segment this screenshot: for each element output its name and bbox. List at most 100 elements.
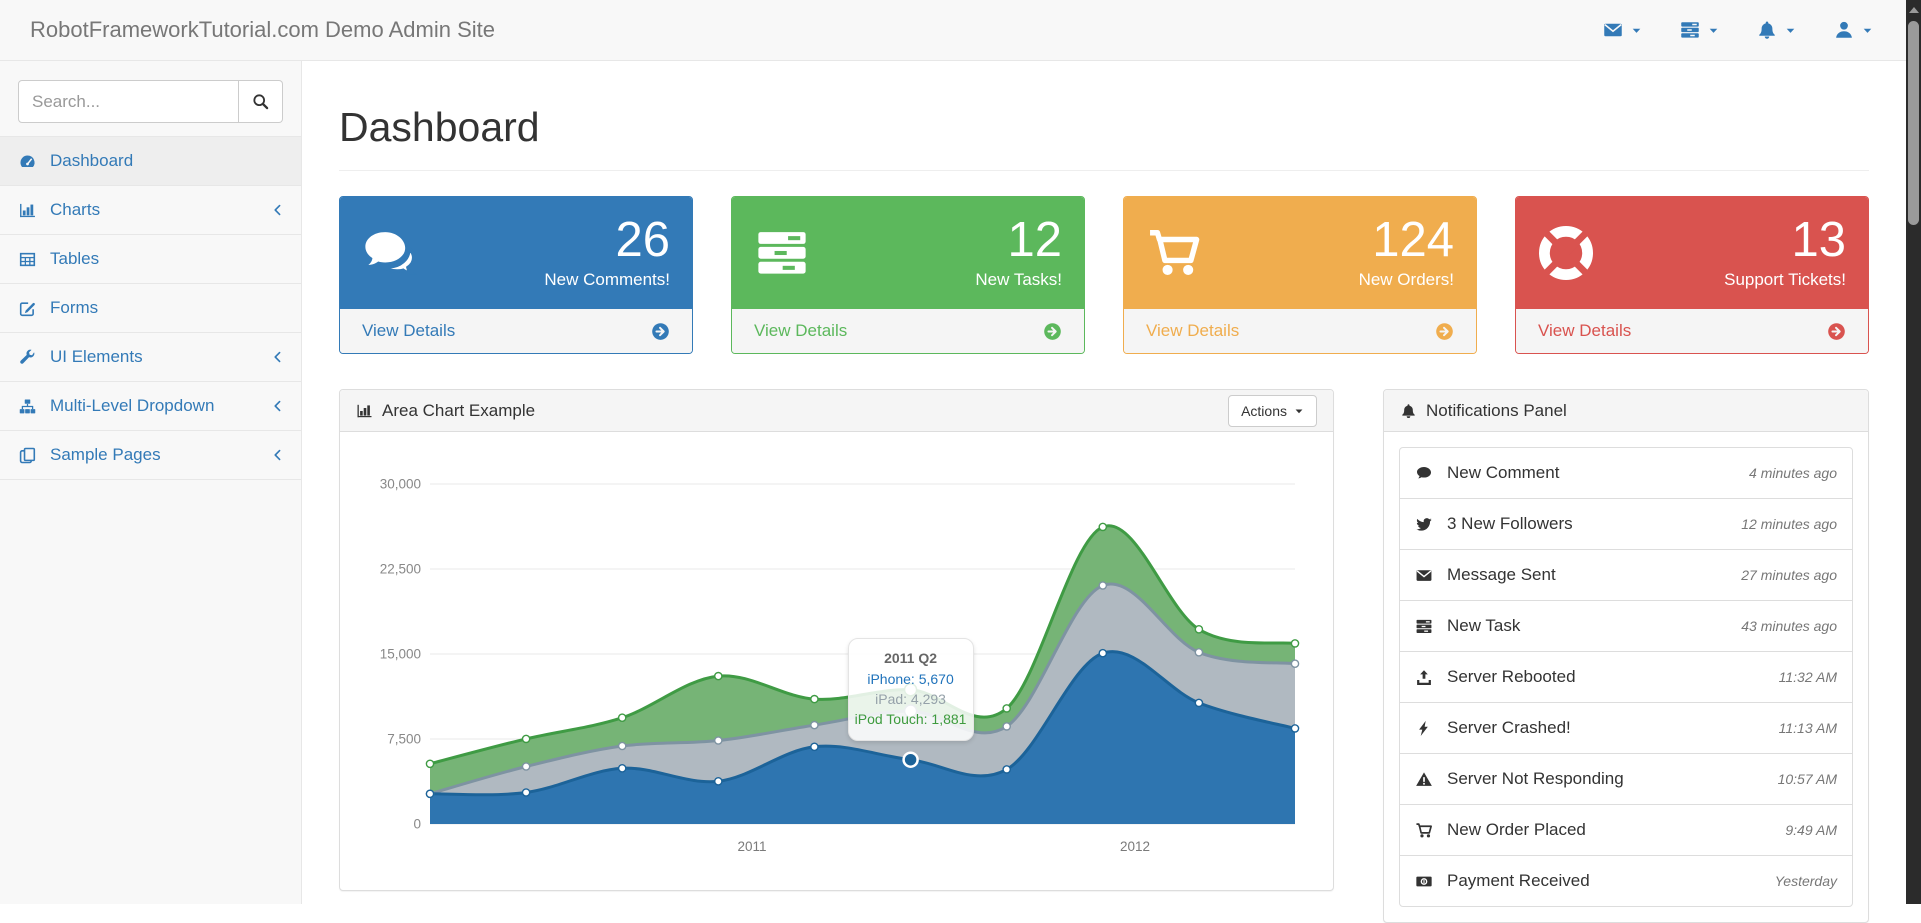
svg-text:2011: 2011	[737, 839, 766, 854]
search-button[interactable]	[239, 80, 283, 123]
notification-label: Payment Received	[1447, 871, 1590, 891]
cart-icon	[1146, 226, 1202, 280]
notification-time: 9:49 AM	[1785, 822, 1837, 838]
search-icon	[252, 93, 269, 110]
tasks-icon	[754, 226, 810, 280]
tachometer-icon	[18, 153, 37, 170]
arrow-circle-right-icon	[651, 322, 670, 341]
sidebar-link[interactable]: UI Elements	[0, 333, 301, 381]
page-title: Dashboard	[339, 104, 1869, 171]
sidebar-link[interactable]: Sample Pages	[0, 431, 301, 479]
sidebar-link[interactable]: Charts	[0, 186, 301, 234]
view-details-link[interactable]: View Details	[340, 309, 692, 353]
browser-scrollbar[interactable]	[1906, 0, 1921, 904]
caret-down-icon	[1862, 25, 1873, 36]
chevron-left-icon	[271, 203, 284, 217]
arrow-circle-right-icon	[1827, 322, 1846, 341]
view-details-link[interactable]: View Details	[1516, 309, 1868, 353]
notification-label: Server Not Responding	[1447, 769, 1624, 789]
stat-label: New Comments!	[544, 270, 670, 290]
brand-title: RobotFrameworkTutorial.com Demo Admin Si…	[30, 17, 495, 43]
envelope-icon	[1603, 20, 1623, 40]
sidebar-item-tables: Tables	[0, 234, 301, 283]
stat-panel-heading: 26 New Comments!	[340, 197, 692, 309]
twitter-icon	[1415, 516, 1438, 533]
notification-server-crashed[interactable]: Server Crashed!11:13 AM	[1399, 702, 1853, 754]
sidebar-item-sample-pages: Sample Pages	[0, 430, 301, 480]
stat-panel-new-comments: 26 New Comments! View Details	[339, 196, 693, 354]
chart-panel-header: Area Chart Example Actions	[340, 390, 1333, 432]
sidebar-item-label: Multi-Level Dropdown	[50, 396, 214, 416]
user-dropdown[interactable]	[1815, 0, 1892, 61]
notifications-panel-header: Notifications Panel	[1384, 390, 1868, 432]
svg-text:15,000: 15,000	[380, 647, 421, 662]
bar-chart-icon	[18, 202, 37, 219]
tasks-icon	[1415, 618, 1438, 635]
caret-down-icon	[1785, 25, 1796, 36]
notification-time: 4 minutes ago	[1749, 465, 1837, 481]
stat-value: 124	[1359, 216, 1454, 266]
wrench-icon	[18, 349, 37, 366]
sidebar-link[interactable]: Tables	[0, 235, 301, 283]
stat-value: 26	[544, 216, 670, 266]
bolt-icon	[1415, 720, 1438, 737]
warning-icon	[1415, 771, 1438, 788]
second-row: Area Chart Example Actions 0 7,500 15,000 2…	[339, 389, 1869, 923]
chevron-left-icon	[271, 350, 284, 364]
navbar-dropdowns	[1584, 0, 1892, 61]
sitemap-icon	[18, 398, 37, 415]
stat-label: New Orders!	[1359, 270, 1454, 290]
chevron-left-icon	[271, 448, 284, 462]
sidebar-link[interactable]: Forms	[0, 284, 301, 332]
view-details-label: View Details	[362, 321, 455, 341]
arrow-circle-right-icon	[1435, 322, 1454, 341]
caret-down-icon	[1631, 25, 1642, 36]
chart-panel-title: Area Chart Example	[382, 401, 535, 421]
envelope-dropdown[interactable]	[1584, 0, 1661, 61]
stat-label: Support Tickets!	[1724, 270, 1846, 290]
money-icon	[1415, 873, 1438, 890]
view-details-link[interactable]: View Details	[1124, 309, 1476, 353]
scrollbar-thumb[interactable]	[1908, 21, 1919, 225]
scrollbar-up-arrow[interactable]	[1909, 7, 1919, 13]
svg-text:0: 0	[413, 817, 421, 832]
bell-dropdown[interactable]	[1738, 0, 1815, 61]
stat-panel-new-orders: 124 New Orders! View Details	[1123, 196, 1477, 354]
notification-time: 11:13 AM	[1779, 720, 1837, 736]
notification-time: 12 minutes ago	[1741, 516, 1837, 532]
files-icon	[18, 447, 37, 464]
notifications-panel-title: Notifications Panel	[1426, 401, 1567, 421]
tasks-icon	[1680, 20, 1700, 40]
view-details-link[interactable]: View Details	[732, 309, 1084, 353]
sidebar-item-ui-elements: UI Elements	[0, 332, 301, 381]
sidebar-item-label: Charts	[50, 200, 100, 220]
sidebar-search	[18, 80, 283, 123]
actions-dropdown-button[interactable]: Actions	[1228, 395, 1317, 427]
svg-text:30,000: 30,000	[380, 477, 421, 492]
life-ring-icon	[1538, 226, 1594, 280]
svg-text:7,500: 7,500	[387, 732, 421, 747]
comment-icon	[1415, 465, 1438, 482]
actions-label: Actions	[1241, 403, 1287, 419]
search-input[interactable]	[18, 80, 239, 123]
sidebar-link[interactable]: Multi-Level Dropdown	[0, 382, 301, 430]
sidebar-link[interactable]: Dashboard	[0, 137, 301, 185]
tasks-dropdown[interactable]	[1661, 0, 1738, 61]
sidebar-item-forms: Forms	[0, 283, 301, 332]
view-details-label: View Details	[754, 321, 847, 341]
